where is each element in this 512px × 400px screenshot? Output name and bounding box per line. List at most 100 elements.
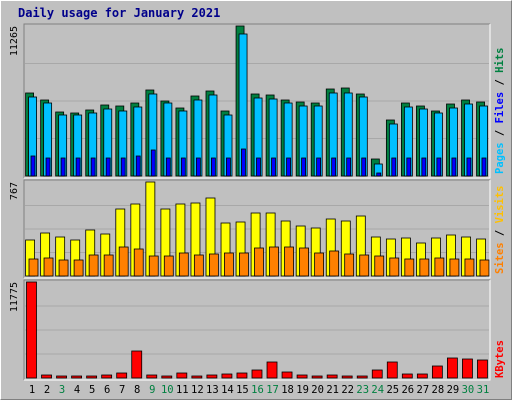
panel-hits_files_pages: 11265 Pages / Files / Hits (9, 23, 506, 179)
legend-hits: Hits (494, 48, 506, 73)
x-tick-label: 11 (176, 384, 189, 396)
x-tick-label: 29 (447, 384, 460, 396)
x-tick-label: 10 (161, 384, 174, 396)
bar-kbytes (101, 374, 113, 379)
bar-kbytes (311, 375, 323, 379)
bar-pages (316, 157, 322, 177)
bar-pages (361, 157, 367, 177)
bar-pages (376, 172, 382, 177)
legend-label: Sites / Visits (494, 185, 506, 274)
bar-sites (359, 254, 370, 277)
bar-sites (404, 258, 415, 277)
bar-pages (90, 157, 96, 177)
bar-kbytes (41, 374, 52, 379)
bar-kbytes (416, 373, 428, 379)
axis-max-label: 767 (9, 182, 20, 200)
x-tick-label: 24 (371, 384, 384, 396)
bar-kbytes (161, 375, 173, 379)
bar-kbytes (341, 375, 353, 379)
bar-kbytes (326, 374, 338, 379)
bar-pages (105, 157, 111, 177)
chart-title: Daily usage for January 2021 (18, 6, 221, 20)
bar-sites (148, 255, 159, 277)
bar-pages (256, 157, 261, 177)
bar-sites (133, 248, 144, 277)
x-tick-label: 22 (341, 384, 354, 396)
bar-sites (374, 255, 385, 277)
bar-sites (314, 252, 325, 277)
x-tick-label: 23 (356, 384, 369, 396)
x-tick-label: 26 (401, 384, 414, 396)
bar-kbytes (86, 375, 98, 379)
bar-sites (389, 257, 400, 277)
bar-pages (466, 157, 472, 177)
bar-pages (301, 157, 306, 177)
x-tick-label: 9 (149, 384, 155, 396)
legend-sites: Sites (494, 242, 506, 274)
bar-kbytes (26, 281, 37, 379)
legend-visits: Visits (494, 185, 506, 223)
x-tick-label: 16 (251, 384, 264, 396)
x-tick-label: 28 (432, 384, 445, 396)
bar-pages (451, 157, 457, 177)
panel-border-light (24, 180, 491, 279)
bar-sites (449, 258, 460, 277)
x-tick-label: 2 (44, 384, 50, 396)
bar-sites (28, 258, 39, 277)
bar-pages (481, 157, 487, 177)
bar-sites (269, 246, 279, 277)
x-tick-label: 19 (296, 384, 309, 396)
legend-files: Files (494, 92, 506, 124)
bar-kbytes (266, 361, 278, 379)
x-tick-label: 17 (266, 384, 279, 396)
bar-pages (241, 148, 246, 177)
x-tick-label: 27 (417, 384, 430, 396)
panel-border-dark (23, 23, 490, 178)
x-tick-label: 18 (281, 384, 294, 396)
bar-pages (195, 157, 201, 177)
x-tick-label: 20 (311, 384, 324, 396)
bar-sites (464, 258, 475, 277)
legend-label: KBytes (494, 340, 506, 378)
bar-kbytes (431, 365, 443, 379)
x-tick-label: 31 (477, 384, 490, 396)
bar-pages (436, 157, 442, 177)
x-tick-label: 30 (462, 384, 475, 396)
bar-kbytes (236, 372, 248, 379)
bar-pages (180, 157, 186, 177)
axis-max-label: 11775 (9, 282, 20, 312)
bar-pages (30, 155, 36, 177)
legend-kbytes: KBytes (494, 340, 506, 378)
bar-kbytes (356, 375, 368, 379)
bar-sites (329, 250, 340, 277)
bar-sites (344, 253, 355, 277)
x-tick-label: 14 (221, 384, 234, 396)
bar-pages (120, 157, 126, 177)
bar-kbytes (462, 358, 473, 379)
x-tick-label: 6 (104, 384, 110, 396)
legend-separator: / (494, 73, 506, 92)
bar-pages (346, 157, 352, 177)
bar-sites (73, 259, 84, 277)
bar-kbytes (206, 374, 218, 379)
bar-kbytes (56, 375, 67, 379)
bar-kbytes (386, 361, 398, 379)
bar-kbytes (477, 359, 488, 379)
bar-sites (224, 252, 234, 277)
bar-pages (75, 157, 81, 177)
bar-pages (391, 157, 397, 177)
x-tick-label: 5 (89, 384, 95, 396)
bar-sites (118, 246, 129, 277)
bar-sites (193, 254, 204, 277)
panel-border-light (24, 280, 491, 381)
bar-kbytes (401, 373, 413, 379)
x-tick-label: 12 (191, 384, 204, 396)
bar-kbytes (191, 375, 203, 379)
bar-sites (58, 259, 69, 277)
bar-sites (479, 259, 490, 277)
bar-sites (254, 247, 264, 277)
bar-kbytes (296, 374, 308, 379)
bar-kbytes (176, 372, 188, 379)
x-tick-label: 8 (134, 384, 140, 396)
